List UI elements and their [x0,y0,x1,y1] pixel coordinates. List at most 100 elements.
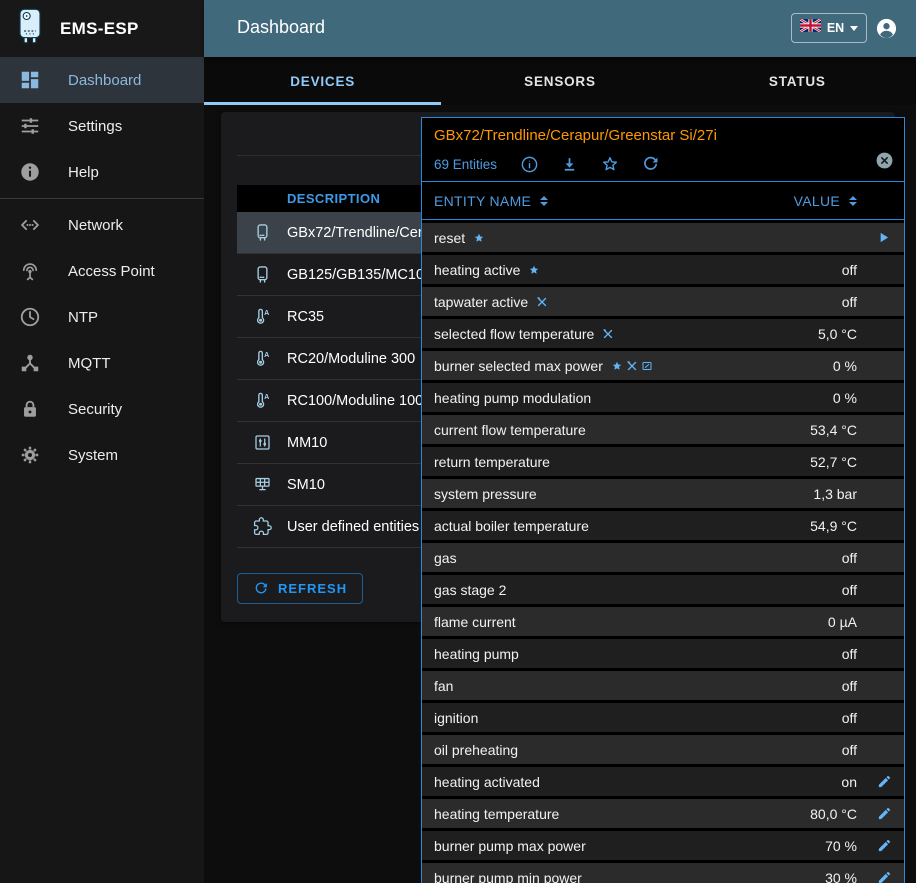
sidebar-item-label: NTP [68,308,98,326]
sidebar-item-label: Access Point [68,262,155,280]
edit-icon[interactable] [857,806,892,821]
edit-icon[interactable] [857,838,892,853]
entity-row-reset[interactable]: reset [422,223,904,252]
svg-text:A: A [264,351,269,359]
favorite-icon [473,232,485,244]
ntp-clock-icon [18,305,42,329]
sidebar-item-mqtt[interactable]: MQTT [0,340,204,386]
entity-row-heating-pump-modulation[interactable]: heating pump modulation 0 % [422,383,904,412]
sidebar-item-network[interactable]: Network [0,202,204,248]
entity-row-actual-boiler-temperature[interactable]: actual boiler temperature 54,9 °C [422,511,904,540]
appbar: Dashboard EN [204,0,916,57]
entity-row-fan[interactable]: fan off [422,671,904,700]
tab-status[interactable]: STATUS [768,73,826,89]
entity-value: 5,0 °C [817,325,857,342]
sort-icon[interactable] [540,195,549,206]
entity-value: 80,0 °C [810,805,857,822]
description-column-header: DESCRIPTION [287,191,381,206]
sidebar-item-label: Help [68,163,99,181]
sidebar-item-security[interactable]: Security [0,386,204,432]
entity-name: current flow temperature [434,421,586,438]
entity-name: gas stage 2 [434,581,507,598]
page-title: Dashboard [237,17,326,37]
info-icon[interactable] [520,155,539,174]
entity-row-heating-pump[interactable]: heating pump off [422,639,904,668]
edit-icon[interactable] [857,870,892,883]
entity-marker-icons [473,232,485,244]
entity-value: off [841,549,857,566]
entity-row-heating-activated[interactable]: heating activated on [422,767,904,796]
entities-count: 69 Entities [434,156,498,172]
sidebar-item-dashboard[interactable]: Dashboard [0,57,204,103]
entity-value: 54,9 °C [810,517,857,534]
sidebar-item-help[interactable]: Help [0,149,204,195]
entity-value: off [841,581,857,598]
solar-module-icon [237,475,287,494]
entity-row-return-temperature[interactable]: return temperature 52,7 °C [422,447,904,476]
sort-icon[interactable] [849,195,857,206]
boiler-icon [237,265,287,284]
thermostat-icon: A [237,349,287,368]
sidebar-item-label: Network [68,216,124,234]
run-command-icon[interactable] [857,229,892,246]
entity-value: 30 % [825,869,857,883]
entity-row-heating-active[interactable]: heating active off [422,255,904,284]
settings-tune-icon [18,114,42,138]
entity-row-tapwater-active[interactable]: tapwater active off [422,287,904,316]
refresh-icon [253,581,269,597]
refresh-icon[interactable] [641,155,660,174]
construction-icon [536,296,548,308]
network-icon [18,213,42,237]
edit-icon[interactable] [857,774,892,789]
sidebar-item-ntp[interactable]: NTP [0,294,204,340]
refresh-button[interactable]: REFRESH [237,573,364,604]
entity-rows: reset heating active off tapwater active off… [422,223,904,883]
entity-row-system-pressure[interactable]: system pressure 1,3 bar [422,479,904,508]
entity-row-burner-selected-max-power[interactable]: burner selected max power 0 % [422,351,904,380]
entity-row-burner-pump-min-power[interactable]: burner pump min power 30 % [422,863,904,883]
sidebar-item-label: MQTT [68,354,111,372]
entity-row-burner-pump-max-power[interactable]: burner pump max power 70 % [422,831,904,860]
uk-flag-icon [799,18,822,37]
account-icon[interactable] [875,17,898,40]
entity-name: tapwater active [434,293,529,310]
favorites-star-icon[interactable] [600,154,620,174]
entity-row-current-flow-temperature[interactable]: current flow temperature 53,4 °C [422,415,904,444]
language-selector-button[interactable]: EN [791,13,867,43]
tab-sensors[interactable]: SENSORS [524,73,596,89]
entity-row-gas-stage-2[interactable]: gas stage 2 off [422,575,904,604]
mqtt-hub-icon [18,351,42,375]
entity-value: off [841,261,857,278]
entity-name: heating active [434,261,521,278]
favorite-icon [611,360,623,372]
entity-value: 53,4 °C [810,421,857,438]
download-icon[interactable] [560,155,579,174]
panel-device-title: GBx72/Trendline/Cerapur/Greenstar Si/27i [434,127,717,144]
entity-row-gas[interactable]: gas off [422,543,904,572]
sidebar-item-settings[interactable]: Settings [0,103,204,149]
sidebar-nav: Dashboard Settings Help Network Access Point… [0,57,204,478]
entity-name: heating activated [434,773,540,790]
app-title: EMS-ESP [60,18,139,38]
sidebar-item-system[interactable]: System [0,432,204,478]
entity-row-selected-flow-temperature[interactable]: selected flow temperature 5,0 °C [422,319,904,348]
device-name: RC20/Moduline 300 [287,350,416,367]
app-logo-bar: EMS-ESP [0,0,204,57]
device-name: RC35 [287,308,325,325]
entity-name: burner pump min power [434,869,582,883]
device-name: SM10 [287,476,325,493]
entity-row-ignition[interactable]: ignition off [422,703,904,732]
tab-devices[interactable]: DEVICES [290,73,356,89]
sidebar-item-access-point[interactable]: Access Point [0,248,204,294]
sidebar-item-label: Dashboard [68,71,142,89]
entity-row-oil-preheating[interactable]: oil preheating off [422,735,904,764]
boiler-icon [237,223,287,242]
entity-name: gas [434,549,457,566]
entity-row-flame-current[interactable]: flame current 0 µA [422,607,904,636]
help-info-icon [18,160,42,184]
entity-value: 0 µA [827,613,857,630]
svg-text:A: A [264,309,269,317]
entity-row-heating-temperature[interactable]: heating temperature 80,0 °C [422,799,904,828]
close-icon[interactable] [875,151,894,175]
thermostat-icon: A [237,391,287,410]
